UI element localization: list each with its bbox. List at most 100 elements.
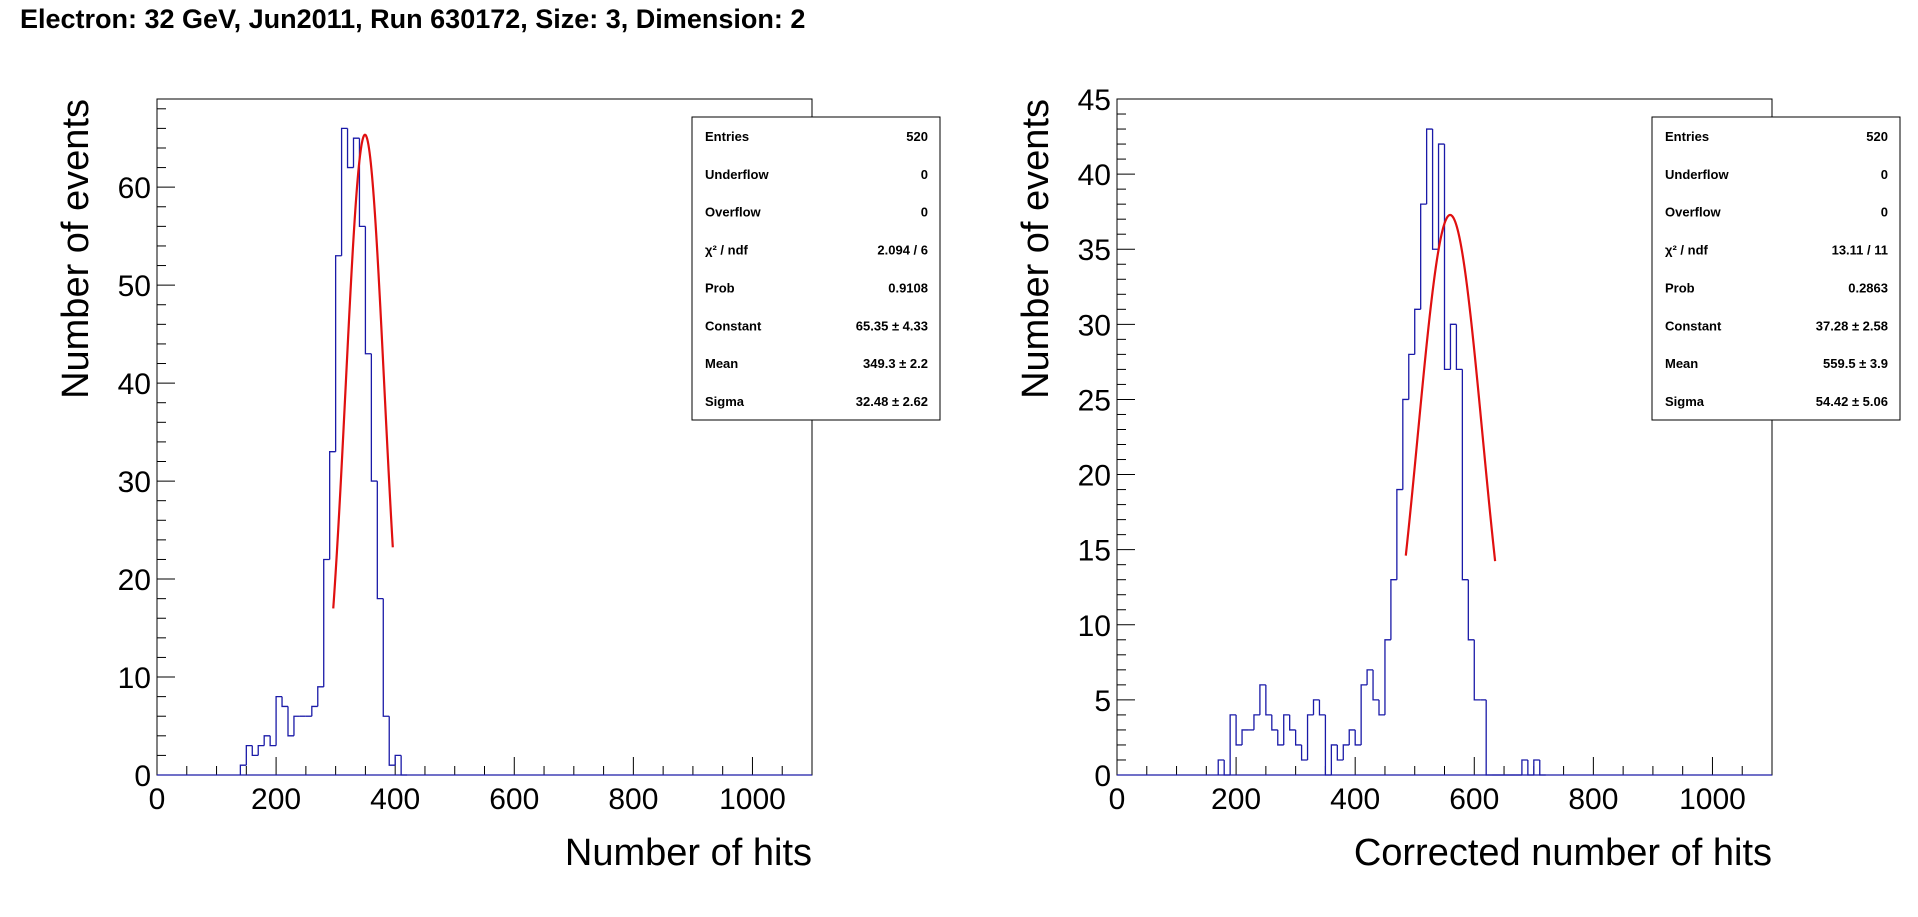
stats-label: Constant xyxy=(705,318,762,333)
histogram-bin xyxy=(317,686,324,707)
stats-value: 0 xyxy=(1881,167,1888,182)
stats-value: 0 xyxy=(1881,205,1888,220)
stats-value: 54.42 ± 5.06 xyxy=(1816,394,1888,409)
histogram-bin xyxy=(1521,759,1528,775)
histogram-bin xyxy=(400,755,408,776)
stats-box xyxy=(691,116,941,421)
histogram-bin xyxy=(1229,714,1237,775)
stats-value: 0.2863 xyxy=(1848,280,1888,295)
histogram-bin xyxy=(1289,714,1296,731)
y-tick-label: 30 xyxy=(118,466,151,499)
page-title: Electron: 32 GeV, Jun2011, Run 630172, S… xyxy=(20,4,806,34)
histogram-bin xyxy=(388,716,396,766)
histogram-bin xyxy=(1533,759,1540,775)
y-tick-label: 5 xyxy=(1094,685,1111,718)
histogram-bin xyxy=(1431,129,1439,250)
histogram-bin xyxy=(1235,714,1243,746)
stats-value: 32.48 ± 2.62 xyxy=(856,394,928,409)
stats-label: Underflow xyxy=(1665,167,1729,182)
stats-value: 559.5 ± 3.9 xyxy=(1823,356,1888,371)
y-axis-label: Number of events xyxy=(55,99,97,399)
stats-label: Sigma xyxy=(1665,394,1705,409)
histogram-bin xyxy=(1378,699,1385,716)
y-tick-label: 10 xyxy=(1078,610,1111,643)
stats-value: 349.3 ± 2.2 xyxy=(863,356,928,371)
y-tick-label: 25 xyxy=(1078,384,1111,417)
stats-value: 37.28 ± 2.58 xyxy=(1816,318,1888,333)
stats-value: 0 xyxy=(921,205,928,220)
y-tick-label: 30 xyxy=(1078,309,1111,342)
histogram-bin xyxy=(1259,684,1266,715)
histogram-bin xyxy=(293,715,300,736)
histogram-bin xyxy=(1306,714,1314,760)
y-tick-label: 20 xyxy=(1078,460,1111,493)
gaussian-fit-curve xyxy=(1404,213,1497,562)
stats-label: Prob xyxy=(1665,280,1695,295)
histogram-bin xyxy=(1402,398,1409,490)
stats-label: Constant xyxy=(1665,318,1722,333)
histogram-bin xyxy=(1485,699,1493,776)
x-axis-label: Corrected number of hits xyxy=(1354,832,1772,874)
stats-label: Sigma xyxy=(705,394,745,409)
x-tick-label: 600 xyxy=(489,783,539,816)
histogram-bin xyxy=(1443,144,1451,371)
histogram-bin xyxy=(1342,744,1350,760)
histogram-bin xyxy=(1539,759,1546,776)
histogram-bin xyxy=(281,696,288,708)
stats-value: 520 xyxy=(906,129,928,144)
y-tick-label: 20 xyxy=(118,564,151,597)
stats-label: χ² / ndf xyxy=(705,243,749,258)
histogram-bin xyxy=(352,137,360,168)
histogram-bin xyxy=(370,353,378,482)
histogram-bin xyxy=(1372,669,1379,701)
histogram-bin xyxy=(394,754,402,766)
stats-label: Mean xyxy=(1665,356,1698,371)
gaussian-fit-curve xyxy=(332,133,394,609)
histogram-bin xyxy=(263,735,271,746)
histogram-bin xyxy=(1527,759,1534,776)
y-tick-label: 15 xyxy=(1078,535,1111,568)
y-tick-label: 0 xyxy=(134,760,151,793)
histogram-bin xyxy=(1241,729,1248,745)
stats-label: Prob xyxy=(705,280,735,295)
histogram-bin xyxy=(1253,714,1260,730)
histogram-bin xyxy=(1396,488,1403,580)
histogram-bin xyxy=(1217,759,1225,775)
y-tick-label: 50 xyxy=(118,270,151,303)
stats-value: 520 xyxy=(1866,129,1888,144)
histogram-bin xyxy=(1271,714,1278,731)
histogram-bin xyxy=(382,598,390,717)
histogram-bin xyxy=(1324,714,1332,776)
stats-value: 2.094 / 6 xyxy=(877,243,928,258)
histogram-bin xyxy=(364,226,372,355)
y-tick-label: 40 xyxy=(118,368,151,401)
histogram-bin xyxy=(287,706,294,737)
histogram-bin xyxy=(1265,684,1272,716)
chart-panel-corrected-number-of-hits: 0 200 400 600 800 1000 0 5 10 15 20 25 30 35 40 45 Corre… xyxy=(1015,84,1901,874)
histogram-bin xyxy=(1354,729,1362,746)
histogram-bin xyxy=(1318,699,1326,716)
histogram-bin xyxy=(1366,669,1374,685)
x-tick-label: 1000 xyxy=(719,783,786,816)
histogram-bin xyxy=(251,745,259,757)
histogram-bin xyxy=(275,695,283,746)
y-tick-label: 35 xyxy=(1078,234,1111,267)
histogram-bin xyxy=(1312,699,1320,715)
histogram-bin xyxy=(1473,639,1481,701)
histogram-bin xyxy=(245,744,253,766)
stats-value: 65.35 ± 4.33 xyxy=(856,318,928,333)
stats-value: 13.11 / 11 xyxy=(1832,243,1888,258)
x-tick-label: 800 xyxy=(608,783,658,816)
histogram-bin xyxy=(1300,744,1308,761)
x-tick-label: 400 xyxy=(1330,783,1380,816)
histogram-bin xyxy=(311,705,318,717)
stats-label: Entries xyxy=(1665,129,1709,144)
stats-label: Overflow xyxy=(1665,205,1722,220)
histogram-bin xyxy=(1336,744,1344,761)
y-tick-label: 0 xyxy=(1094,760,1111,793)
histogram-bin xyxy=(1348,729,1356,745)
y-tick-label: 10 xyxy=(118,662,151,695)
x-tick-label: 200 xyxy=(251,783,301,816)
histogram-bin xyxy=(1420,203,1427,310)
x-tick-label: 0 xyxy=(149,783,166,816)
